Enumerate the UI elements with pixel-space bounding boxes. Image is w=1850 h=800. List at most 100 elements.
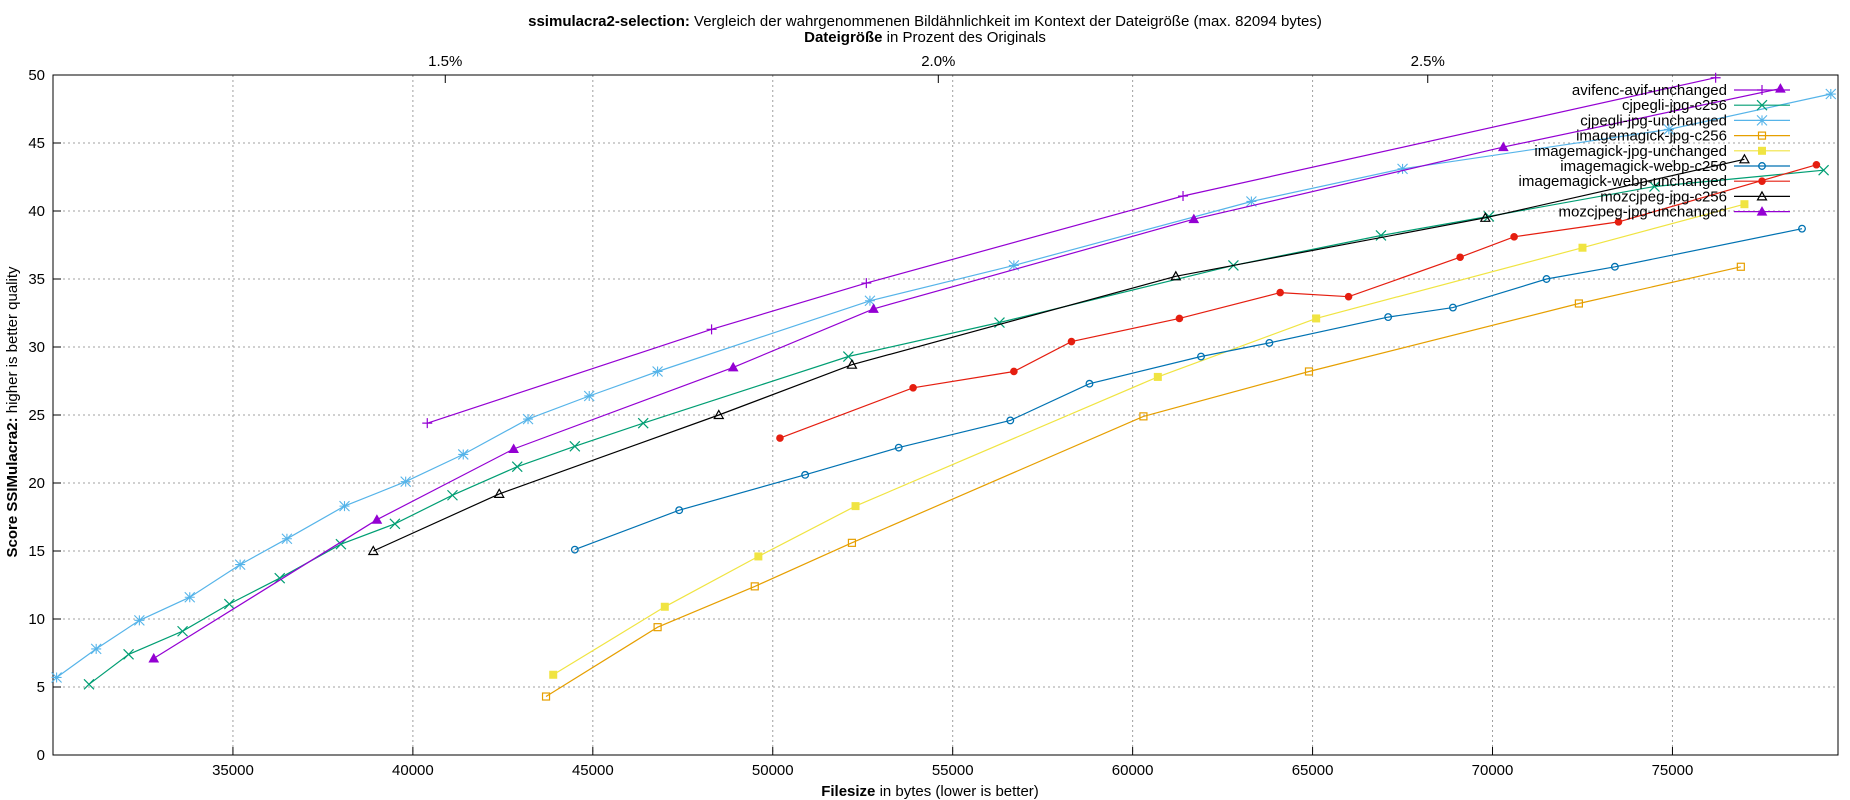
- data-point: [457, 449, 469, 460]
- data-point: [1085, 379, 1094, 388]
- data-point: [569, 440, 581, 452]
- y-tick-label: 50: [28, 67, 45, 84]
- data-point: [1756, 190, 1768, 201]
- x-axis-label: Filesize in bytes (lower is better): [821, 783, 1039, 800]
- data-point: [894, 443, 903, 452]
- data-point: [281, 533, 293, 545]
- series-line: [88, 169, 1824, 685]
- y-axis-ticks: 0 5 10 15 20 25 30 35 40 45 50: [28, 67, 61, 764]
- data-point: [1312, 314, 1321, 323]
- data-point: [994, 317, 1005, 328]
- series-group: [51, 72, 1837, 701]
- grid: [53, 75, 1838, 755]
- series-line: [574, 228, 1803, 551]
- data-point: [1170, 270, 1182, 281]
- series-imagemagick-jpg-c256: [541, 262, 1745, 701]
- legend-label: imagemagick-webp-c256: [1560, 158, 1727, 175]
- y-tick-label: 10: [28, 611, 45, 628]
- data-point: [1798, 224, 1806, 233]
- data-point: [1006, 416, 1015, 425]
- chart-title-bold: ssimulacra2-selection:: [528, 13, 690, 30]
- series-line: [552, 203, 1745, 676]
- data-point: [1479, 212, 1491, 222]
- data-point: [1610, 262, 1619, 271]
- data-point: [801, 470, 810, 479]
- data-point: [1153, 372, 1162, 381]
- data-point: [1397, 163, 1408, 175]
- data-point: [389, 518, 401, 530]
- y-tick-label: 35: [28, 271, 45, 288]
- data-point: [847, 538, 857, 547]
- x-tick-label: 65000: [1292, 762, 1334, 779]
- x2-axis-label: Dateigröße in Prozent des Originals: [804, 29, 1046, 46]
- x-tick-label: 45000: [572, 762, 614, 779]
- x-tick-label: 40000: [392, 762, 434, 779]
- data-point: [184, 591, 196, 603]
- data-point: [1574, 299, 1583, 308]
- data-point: [1010, 367, 1018, 376]
- data-point: [861, 278, 872, 289]
- data-point: [653, 623, 662, 632]
- legend-entry: cjpegli-jpg-c256: [1622, 97, 1790, 114]
- data-point: [1542, 275, 1551, 283]
- data-point: [868, 303, 879, 313]
- x-axis-label-bold: Filesize: [821, 783, 875, 800]
- legend-label: imagemagick-jpg-c256: [1576, 128, 1727, 145]
- data-point: [1812, 160, 1821, 169]
- data-point: [1756, 99, 1768, 111]
- data-point: [1384, 313, 1393, 322]
- data-point: [713, 409, 725, 420]
- data-point: [1276, 288, 1284, 297]
- data-point: [148, 652, 160, 663]
- data-point: [511, 461, 523, 473]
- data-point: [234, 559, 246, 570]
- data-point: [541, 692, 551, 701]
- data-point: [1188, 213, 1200, 224]
- data-point: [1344, 292, 1353, 301]
- x-axis-ticks: 35000 40000 45000 50000 55000 60000 65000 70000…: [212, 747, 1693, 779]
- legend-entry: imagemagick-jpg-unchanged: [1534, 143, 1790, 160]
- series-cjpegli-jpg-unchanged: [51, 88, 1837, 683]
- data-point: [660, 602, 669, 611]
- data-point: [1497, 141, 1509, 152]
- data-point: [1740, 200, 1749, 209]
- data-point: [1757, 131, 1767, 140]
- legend-entry: imagemagick-jpg-c256: [1576, 128, 1790, 145]
- data-point: [223, 598, 235, 610]
- series-line: [56, 93, 1831, 678]
- series-mozcjpeg-jpg-c256: [367, 153, 1750, 556]
- legend-label: cjpegli-jpg-unchanged: [1580, 112, 1727, 129]
- data-point: [846, 358, 858, 369]
- x2-axis-label-rest: in Prozent des Originals: [882, 29, 1045, 46]
- y-tick-label: 0: [37, 747, 45, 764]
- legend-entry: imagemagick-webp-c256: [1560, 158, 1790, 175]
- data-point: [1756, 115, 1768, 126]
- data-point: [522, 413, 534, 425]
- series-avifenc-avif-unchanged: [422, 72, 1721, 429]
- data-point: [51, 672, 62, 683]
- data-point: [447, 489, 458, 501]
- data-point: [1178, 191, 1189, 202]
- data-point: [1758, 162, 1766, 170]
- data-point: [754, 552, 763, 561]
- data-point: [583, 390, 595, 402]
- legend-entry: cjpegli-jpg-unchanged: [1580, 112, 1790, 129]
- data-point: [422, 418, 433, 429]
- y-tick-label: 45: [28, 135, 45, 152]
- data-point: [1758, 177, 1766, 185]
- x2-tick-label: 1.5%: [428, 53, 462, 70]
- data-point: [339, 500, 350, 512]
- y-tick-label: 25: [28, 407, 45, 424]
- data-point: [90, 643, 102, 655]
- series-mozcjpeg-jpg-unchanged: [148, 83, 1786, 663]
- data-point: [123, 648, 134, 660]
- data-point: [1756, 206, 1768, 216]
- y-tick-label: 40: [28, 203, 45, 220]
- data-point: [177, 625, 188, 637]
- x-axis-label-rest: in bytes (lower is better): [875, 783, 1038, 800]
- data-point: [776, 434, 784, 442]
- data-point: [1663, 124, 1675, 135]
- data-point: [1304, 367, 1314, 376]
- y-axis-label-bold: Score SSIMulacra2:: [4, 417, 21, 557]
